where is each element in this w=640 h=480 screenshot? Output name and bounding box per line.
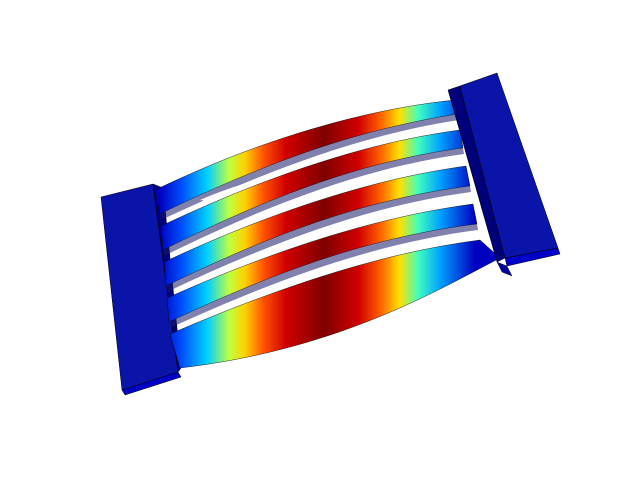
beam-1-shadow — [160, 114, 459, 220]
right-block-lip — [496, 261, 513, 277]
beam-4-shadow — [169, 224, 478, 328]
beam-3-shadow — [166, 186, 471, 292]
beam-array — [154, 99, 501, 369]
right-anchor-block[interactable] — [447, 72, 561, 277]
beam-2-shadow — [163, 148, 464, 256]
right-block-bottom-face — [504, 247, 561, 267]
left-block-bottom-face — [121, 371, 182, 396]
